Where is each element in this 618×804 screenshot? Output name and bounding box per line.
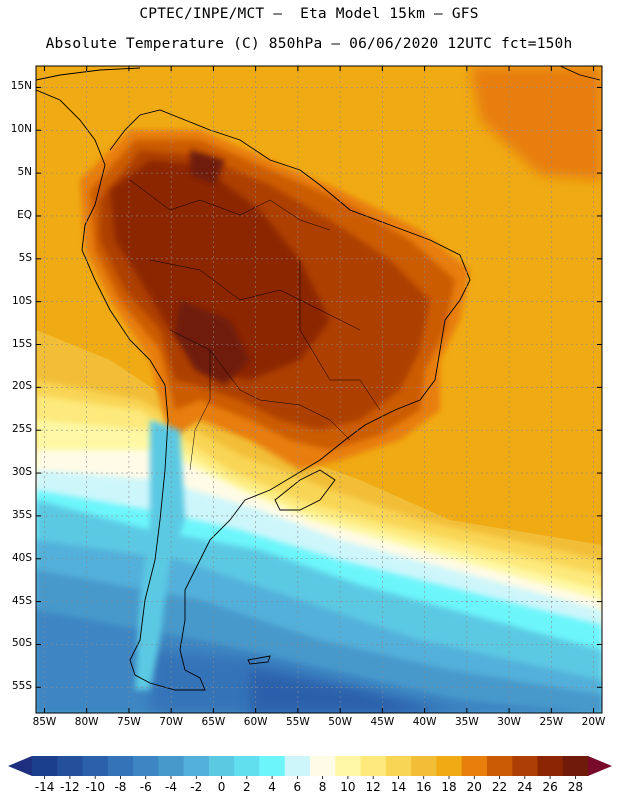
lat-label: 15N	[10, 80, 32, 93]
lat-label: 25S	[11, 423, 32, 436]
lon-label: 30W	[497, 716, 521, 728]
colorbar-swatch	[385, 756, 412, 776]
lat-label: 5N	[17, 166, 32, 179]
colorbar-label: 6	[293, 780, 302, 794]
colorbar-label: 16	[416, 780, 432, 794]
lat-label: 40S	[11, 551, 32, 564]
lon-label: 65W	[201, 716, 226, 728]
colorbar-swatch	[234, 756, 260, 776]
colorbar-label: 28	[567, 780, 583, 794]
colorbar-swatch	[436, 756, 463, 776]
colorbar-swatch	[208, 756, 235, 776]
lon-label: 85W	[32, 716, 57, 728]
colorbar-swatch	[259, 756, 286, 776]
colorbar-label: 8	[318, 780, 327, 794]
lat-label: 30S	[11, 466, 32, 479]
colorbar-label: 26	[542, 780, 558, 794]
lon-label: 40W	[412, 716, 437, 728]
colorbar-label: 22	[491, 780, 508, 794]
colorbar-label: 10	[340, 780, 356, 794]
country-borders	[129, 179, 381, 471]
colorbar-swatch	[486, 756, 513, 776]
lat-label: 10S	[11, 294, 32, 307]
colorbar-swatch	[310, 756, 336, 776]
colorbar-swatch	[360, 756, 387, 776]
lon-label: 25W	[539, 716, 564, 728]
lon-label: 55W	[286, 716, 310, 728]
colorbar-label: -8	[114, 780, 127, 794]
lon-label: 75W	[117, 716, 141, 728]
lon-label: 70W	[159, 716, 184, 728]
colorbar-swatch	[461, 756, 488, 776]
colorbar-label: 14	[390, 780, 407, 794]
lon-label: 60W	[243, 716, 268, 728]
colorbar-swatch	[32, 756, 58, 776]
colorbar-swatch	[335, 756, 362, 776]
colorbar-swatch	[537, 756, 564, 776]
lon-label: 50W	[328, 716, 352, 728]
lat-label: EQ	[17, 208, 32, 221]
lat-label: 50S	[11, 637, 32, 650]
colorbar-label: -10	[85, 780, 105, 794]
colorbar-label: -14	[34, 780, 55, 794]
colorbar-swatch	[562, 756, 589, 776]
coastlines	[36, 66, 601, 691]
lat-label: 35S	[11, 508, 32, 521]
lat-label: 45S	[11, 594, 32, 607]
lat-label: 20S	[11, 380, 32, 393]
colorbar-label: -6	[139, 780, 152, 794]
colorbar-label: 12	[365, 780, 381, 794]
colorbar-label: 18	[441, 780, 457, 794]
lat-label: 15S	[11, 337, 32, 350]
colorbar-swatch	[133, 756, 159, 776]
colorbar-label: -4	[165, 780, 177, 794]
colorbar-swatch	[82, 756, 109, 776]
colorbar-low-arrow	[8, 756, 32, 776]
colorbar-swatch	[158, 756, 185, 776]
colorbar-label: 0	[217, 780, 226, 794]
colorbar	[8, 756, 612, 779]
colorbar-swatch	[284, 756, 311, 776]
colorbar-swatch	[411, 756, 437, 776]
colorbar-swatch	[57, 756, 84, 776]
axis-ticks	[36, 66, 602, 713]
colorbar-swatch	[512, 756, 538, 776]
colorbar-label: -2	[190, 780, 203, 794]
lat-label: 10N	[10, 123, 32, 136]
colorbar-swatch	[107, 756, 134, 776]
temperature-field	[36, 66, 602, 713]
lon-label: 45W	[370, 716, 395, 728]
colorbar-label: 20	[466, 780, 482, 794]
colorbar-high-arrow	[588, 756, 612, 776]
lon-label: 35W	[454, 716, 479, 728]
lon-label: 80W	[74, 716, 99, 728]
colorbar-swatch	[183, 756, 210, 776]
lat-label: 5S	[18, 251, 32, 264]
colorbar-label: 2	[242, 780, 251, 794]
plot-frame	[35, 65, 603, 714]
lat-label: 55S	[11, 680, 32, 693]
lon-label: 20W	[581, 716, 606, 728]
colorbar-label: 4	[268, 780, 276, 794]
title-line-1: CPTEC/INPE/MCT – Eta Model 15km – GFS	[139, 6, 479, 22]
colorbar-label: 24	[517, 780, 533, 794]
title-line-2: Absolute Temperature (C) 850hPa – 06/06/…	[45, 36, 573, 52]
colorbar-label: -12	[60, 780, 80, 794]
graticule	[36, 66, 602, 713]
